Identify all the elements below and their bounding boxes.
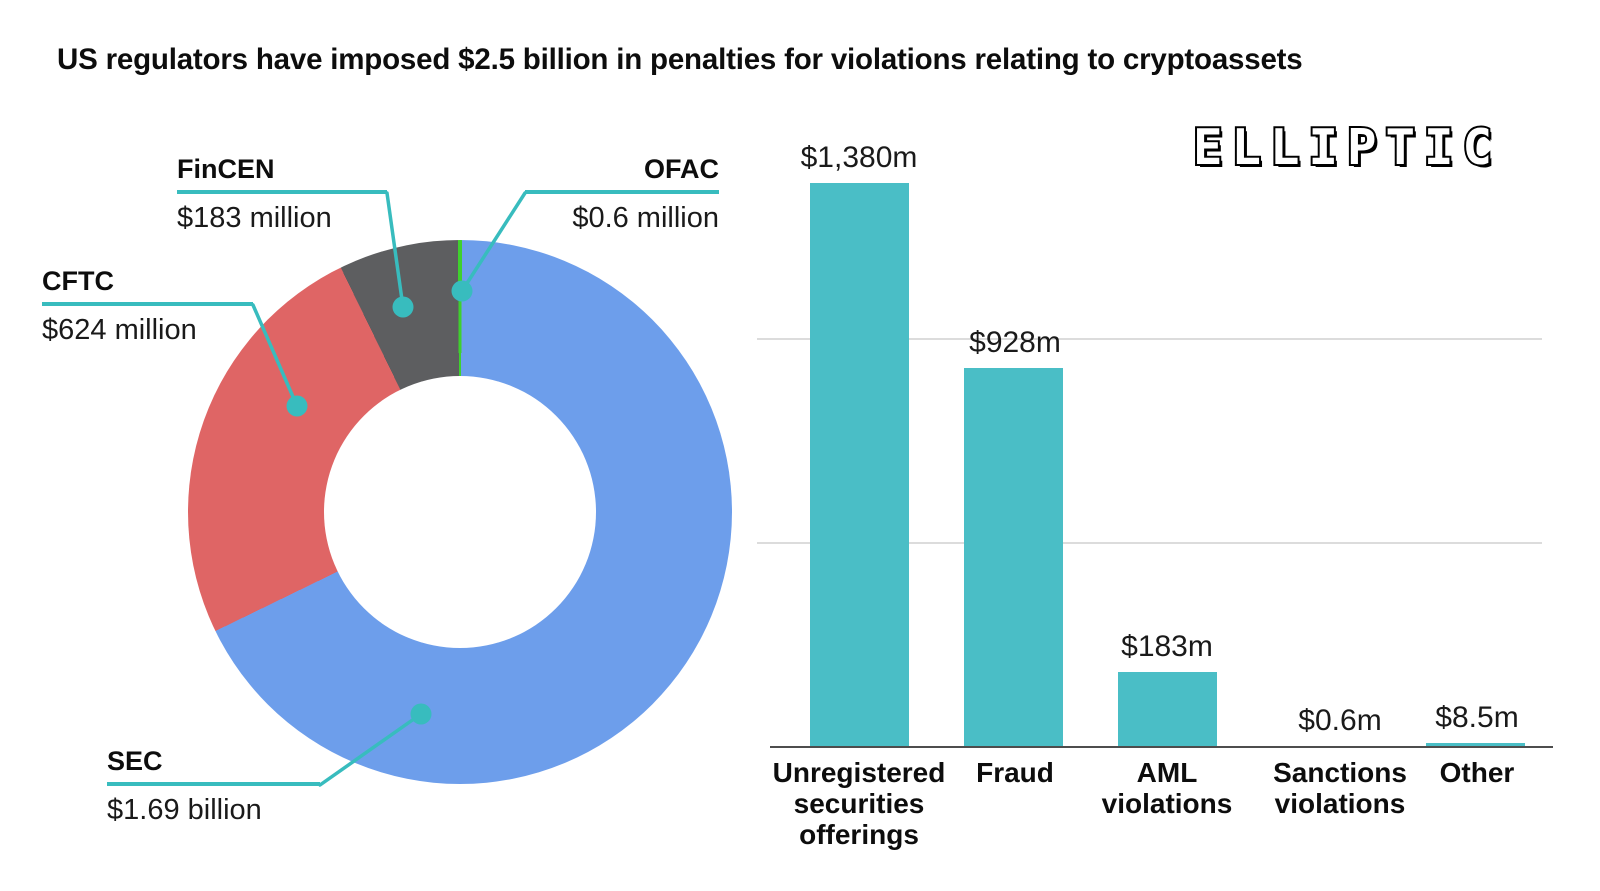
elliptic-logo: ELLIPTIC ELLIPTIC	[1192, 117, 1504, 179]
callout-cftc-underline	[42, 302, 253, 306]
callout-cftc-value: $624 million	[42, 313, 197, 346]
callout-cftc: CFTC $624 million	[42, 265, 253, 346]
gridline	[757, 541, 1542, 544]
callout-ofac-value: $0.6 million	[572, 201, 719, 234]
bar-category-line: Unregistered	[772, 757, 946, 788]
bar-category-line: AML	[1136, 757, 1198, 788]
bar	[963, 367, 1063, 747]
callout-fincen-value: $183 million	[177, 201, 332, 234]
callout-ofac-underline	[525, 190, 719, 194]
bar	[809, 183, 909, 747]
x-axis-line	[770, 745, 1553, 748]
bar-category-label: Sanctions violations	[1273, 757, 1407, 819]
bar-category-line: violations	[1101, 788, 1233, 819]
bar-category-label: Other	[1440, 757, 1515, 788]
bar-category-line: securities	[793, 788, 925, 819]
bar-value-label: $1,380m	[800, 141, 918, 175]
bar-value-label: $0.6m	[1298, 704, 1382, 738]
bar-category-line: offerings	[799, 819, 919, 850]
bar-category-line: Fraud	[976, 757, 1054, 788]
callout-sec-underline	[107, 782, 320, 786]
callout-cftc-name: CFTC	[42, 266, 114, 296]
donut-hole	[324, 376, 596, 648]
bar-value-label: $928m	[969, 325, 1061, 359]
elliptic-logo-shadow-text: ELLIPTIC	[1196, 122, 1504, 179]
callout-sec-name: SEC	[107, 746, 163, 776]
chart-title: US regulators have imposed $2.5 billion …	[57, 43, 1303, 76]
callout-sec-value: $1.69 billion	[107, 793, 262, 826]
bar-category-label: Fraud	[976, 757, 1054, 788]
bar-category-label: Unregistered securities offerings	[773, 757, 946, 850]
bar	[1425, 743, 1525, 747]
bar-category-line: Sanctions	[1273, 757, 1407, 788]
bar-category-line: Other	[1439, 757, 1515, 788]
bar-value-label: $183m	[1121, 629, 1213, 663]
callout-fincen-underline	[177, 190, 387, 194]
elliptic-logo-text: ELLIPTIC	[1193, 119, 1501, 176]
callout-ofac-name: OFAC	[643, 154, 719, 184]
callout-sec: SEC $1.69 billion	[107, 745, 320, 826]
bar	[1117, 671, 1217, 747]
callout-fincen-name: FinCEN	[177, 154, 275, 184]
callout-ofac: OFAC $0.6 million	[525, 153, 719, 234]
bar-category-line: violations	[1274, 788, 1406, 819]
bar-value-label: $8.5m	[1435, 701, 1519, 735]
gridline	[757, 337, 1542, 340]
callout-fincen: FinCEN $183 million	[177, 153, 387, 234]
bar-category-label: AML violations	[1102, 757, 1233, 819]
